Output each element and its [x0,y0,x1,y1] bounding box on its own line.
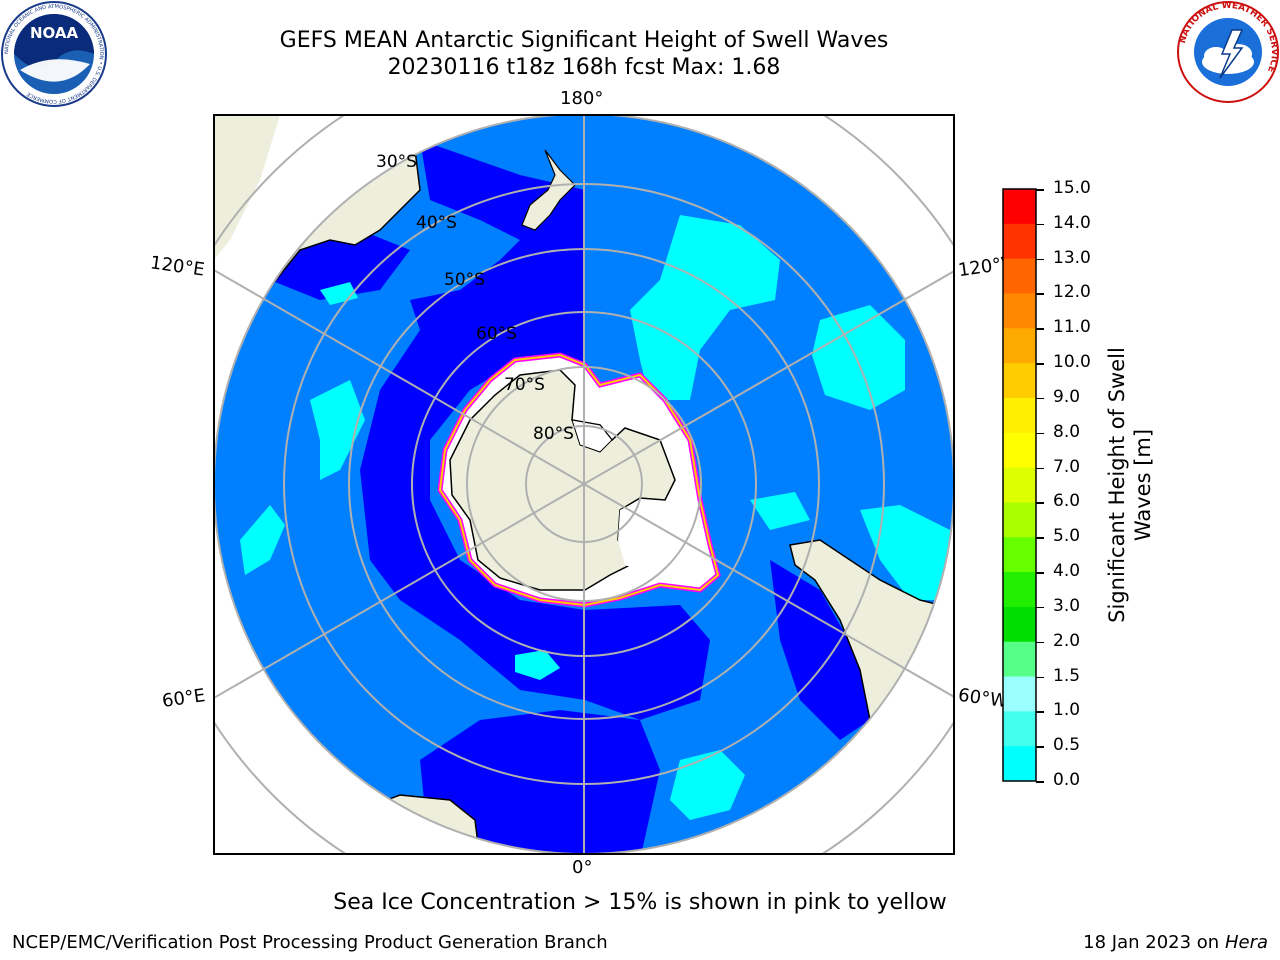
colorbar-tick-label: 2.0 [1053,630,1081,651]
swell-high-region [670,750,745,820]
colorbar-label: Significant Height of Swell Waves [m] [1105,347,1155,623]
lat-label-40s: 40°S [416,213,457,233]
weddell-ice-shelf [618,500,705,578]
colorbar-tick-mark [1036,363,1044,365]
colorbar-tick-label: 15.0 [1053,178,1091,198]
colorbar-tick-mark [1036,223,1044,226]
colorbar-tick-label: 1.0 [1053,700,1081,721]
colorbar-tick-label: 8.0 [1053,421,1081,442]
title-line2: 20230116 t18z 168h fcst Max: 1.68 [387,55,781,80]
lat-label-50s: 50°S [444,270,485,290]
colorbar-tick-mark [1036,537,1044,539]
colorbar-tick-mark [1036,781,1044,783]
lat-label-80s: 80°S [533,424,574,444]
colorbar-swatch [1003,641,1036,678]
lat-label-70s: 70°S [504,375,545,395]
colorbar-tick-label: 9.0 [1053,386,1081,407]
colorbar-swatch [1003,537,1036,573]
outside-land [214,115,280,260]
colorbar-tick-mark [1036,572,1044,574]
colorbar-tick-mark [1036,467,1044,470]
lat-label-60s: 60°S [476,324,517,344]
colorbar-tick-mark [1036,676,1044,679]
colorbar-tick-label: 12.0 [1053,282,1091,303]
colorbar-swatch [1003,467,1036,503]
colorbar-swatch [1003,502,1036,538]
map-frame [213,114,955,855]
colorbar-tick-mark [1036,189,1044,191]
lon-label-180: 180° [560,88,604,109]
colorbar-swatch [1003,606,1036,643]
colorbar-tick-label: 11.0 [1053,317,1091,338]
colorbar-tick-label: 7.0 [1053,456,1081,477]
colorbar-tick-label: 0.0 [1053,770,1081,790]
swell-high-region [310,380,365,480]
nws-logo: NATIONAL WEATHER SERVICE [1177,1,1279,103]
colorbar-tick-label: 3.0 [1053,595,1081,616]
colorbar-swatch [1003,293,1036,329]
meridians [214,115,954,854]
colorbar-tick-mark [1036,432,1044,435]
noaa-logo: NOAA NATIONAL OCEANIC AND ATMOSPHERIC AD… [1,1,107,107]
lat-label-30s: 30°S [376,152,417,172]
colorbar-tick-mark [1036,711,1044,713]
colorbar-swatch [1003,746,1036,782]
colorbar-swatch [1003,676,1036,712]
swell-low-region [360,140,710,720]
sea-ice-caption: Sea Ice Concentration > 15% is shown in … [333,890,947,915]
swell-high-region [750,492,810,530]
footer-date: 18 Jan 2023 on Hera [1083,932,1268,953]
swell-high-region [515,650,560,680]
colorbar-tick-label: 1.5 [1053,665,1081,686]
noaa-logo-text: NOAA [30,24,79,42]
colorbar-tick-label: 14.0 [1053,212,1091,233]
swell-low-south [420,710,660,854]
colorbar-tick-label: 6.0 [1053,491,1081,512]
title-line1: GEFS MEAN Antarctic Significant Height o… [279,28,889,53]
colorbar-tick-label: 5.0 [1053,526,1081,547]
colorbar-tick-mark [1036,502,1044,504]
colorbar-tick-mark [1036,258,1044,261]
colorbar-tick-label: 13.0 [1053,247,1091,268]
colorbar-swatch [1003,223,1036,260]
footer-date-text: 18 Jan 2023 on [1083,932,1225,953]
colorbar-tick-mark [1036,328,1044,330]
sea-ice-edge [438,353,720,607]
footer-credit: NCEP/EMC/Verification Post Processing Pr… [12,932,608,953]
swell-high-region [240,505,285,575]
colorbar-swatch [1003,711,1036,747]
swell-high-region [630,215,780,400]
colorbar-swatch [1003,363,1036,399]
colorbar-tick-mark [1036,606,1044,609]
colorbar-tick-mark [1036,746,1044,748]
colorbar-tick-mark [1036,641,1044,644]
colorbar-swatch [1003,189,1036,225]
colorbar-tick-label: 10.0 [1053,352,1091,373]
footer-host: Hera [1224,932,1268,953]
colorbar-tick-label: 4.0 [1053,561,1081,582]
lon-label-0: 0° [572,857,593,878]
colorbar-swatch [1003,328,1036,364]
colorbar-swatch [1003,572,1036,608]
swell-high-region [812,305,905,410]
colorbar-swatch [1003,397,1036,434]
colorbar [1002,188,1037,782]
swell-high-region [860,505,950,600]
colorbar-tick-mark [1036,397,1044,400]
colorbar-swatch [1003,258,1036,294]
colorbar-swatch [1003,432,1036,469]
colorbar-tick-mark [1036,293,1044,295]
colorbar-tick-label: 0.5 [1053,735,1081,756]
